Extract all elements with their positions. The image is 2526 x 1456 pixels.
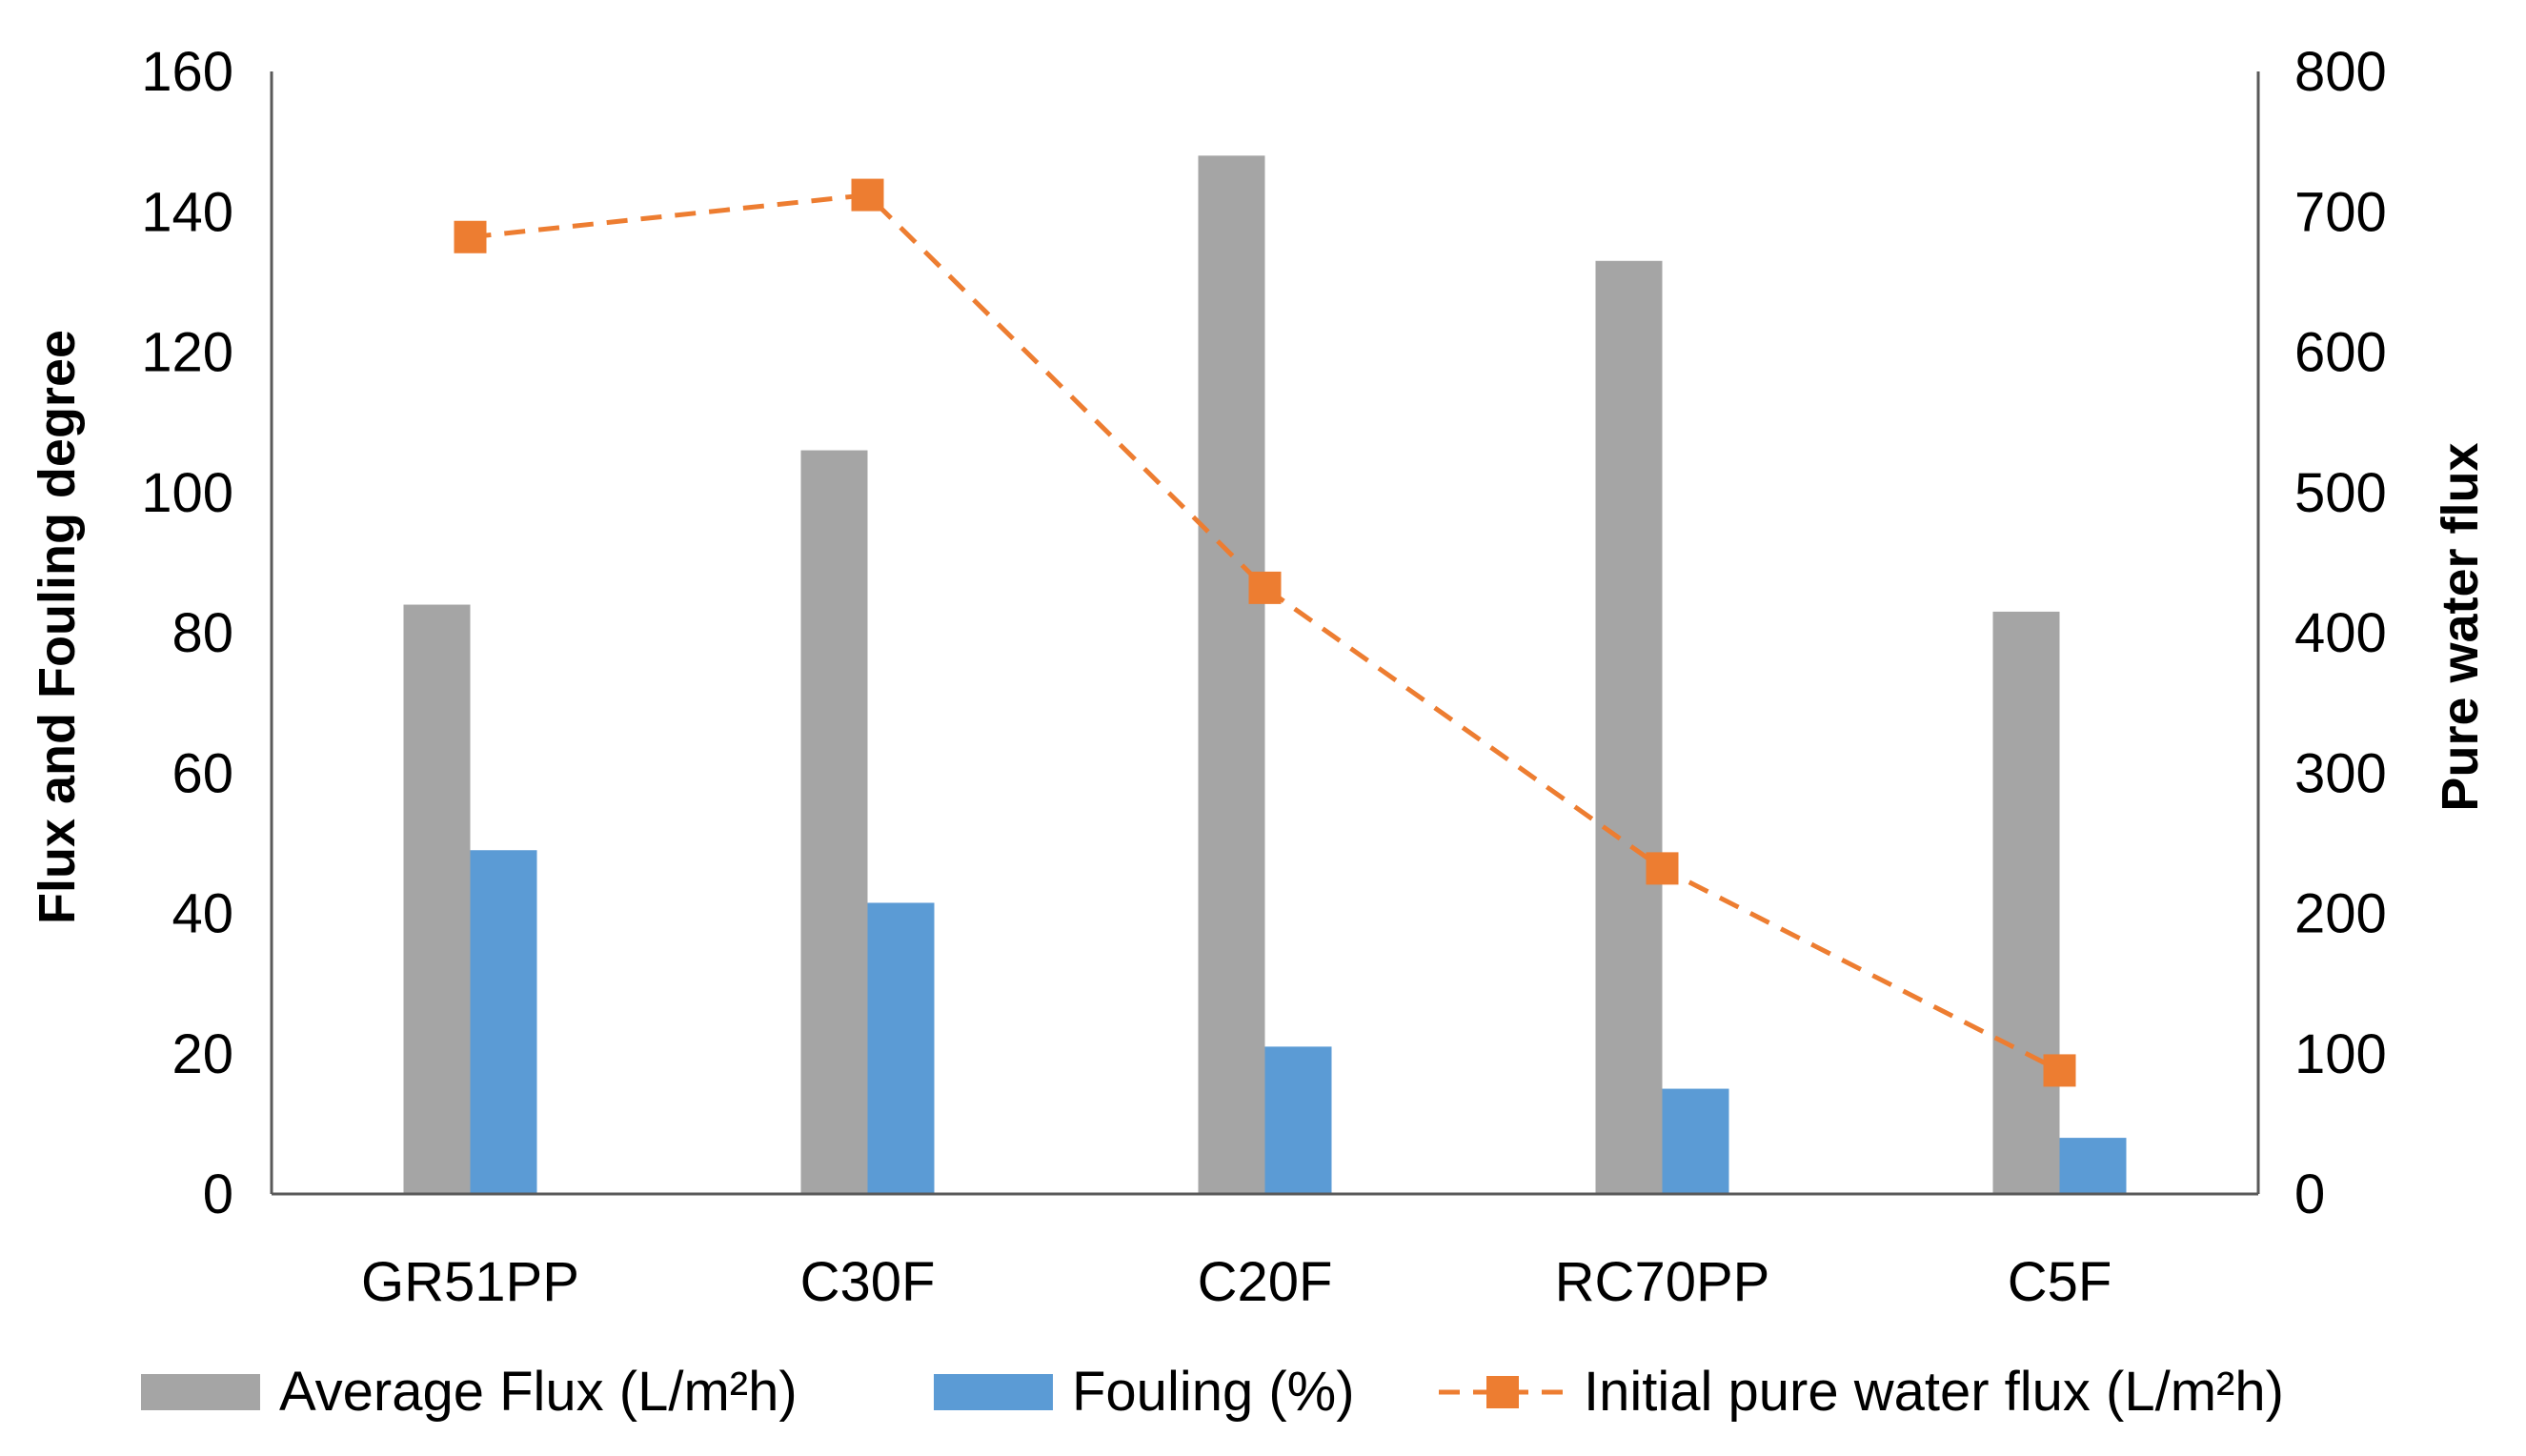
plot-area	[403, 155, 2127, 1195]
bar-1-0	[470, 850, 537, 1194]
legend-label: Fouling (%)	[1072, 1361, 1355, 1423]
point-2-4	[2043, 1054, 2076, 1087]
point-2-3	[1646, 852, 1679, 885]
right-axis: 0 100 200 300 400 500 600 700 800	[2256, 41, 2387, 1225]
bar-1-1	[867, 902, 935, 1194]
right-tick-label: 400	[2294, 602, 2387, 664]
x-tick-label: RC70PP	[1555, 1251, 1770, 1313]
bar-0-1	[800, 450, 868, 1194]
right-tick-label: 600	[2294, 322, 2387, 384]
legend-label: Initial pure water flux (L/m²h)	[1584, 1361, 2284, 1423]
bar-0-4	[1992, 611, 2060, 1194]
legend: Average Flux (L/m²h) Fouling (%) Initial p…	[141, 1361, 2284, 1423]
left-tick-label: 40	[172, 883, 233, 945]
point-2-1	[851, 178, 884, 212]
left-axis-title: Flux and Fouling degree	[29, 330, 86, 924]
point-2-2	[1248, 571, 1282, 604]
x-tick-label: C5F	[2008, 1251, 2112, 1313]
bar-0-0	[403, 604, 471, 1194]
left-tick-label: 20	[172, 1023, 233, 1085]
bar-1-2	[1264, 1046, 1332, 1194]
left-tick-label: 0	[203, 1163, 233, 1225]
right-tick-label: 0	[2294, 1163, 2325, 1225]
left-tick-label: 100	[141, 462, 233, 524]
right-tick-label: 200	[2294, 883, 2387, 945]
left-axis: 0 20 40 60 80 100 120 140 160	[141, 41, 273, 1225]
right-tick-label: 700	[2294, 181, 2387, 243]
legend-swatch-0	[141, 1374, 260, 1410]
legend-marker-2	[1486, 1376, 1519, 1408]
legend-label: Average Flux (L/m²h)	[279, 1361, 798, 1423]
right-tick-label: 300	[2294, 742, 2387, 804]
right-tick-label: 800	[2294, 41, 2387, 103]
x-tick-label: GR51PP	[361, 1251, 579, 1313]
line-series-2	[470, 192, 2061, 1073]
x-axis: GR51PP C30F C20F RC70PP C5F	[272, 1192, 2258, 1313]
left-tick-label: 160	[141, 41, 233, 103]
bar-1-3	[1662, 1088, 1729, 1194]
bar-0-2	[1198, 155, 1265, 1195]
bar-0-3	[1595, 260, 1663, 1195]
x-tick-label: C20F	[1198, 1251, 1333, 1313]
x-tick-label: C30F	[800, 1251, 936, 1313]
bar-1-4	[2059, 1138, 2127, 1194]
left-tick-label: 140	[141, 181, 233, 243]
point-2-0	[454, 220, 487, 253]
legend-swatch-1	[934, 1374, 1053, 1410]
left-tick-label: 80	[172, 602, 233, 664]
left-tick-label: 120	[141, 322, 233, 384]
right-tick-label: 100	[2294, 1023, 2387, 1085]
right-axis-title: Pure water flux	[2432, 442, 2489, 811]
left-tick-label: 60	[172, 742, 233, 804]
right-tick-label: 500	[2294, 462, 2387, 524]
